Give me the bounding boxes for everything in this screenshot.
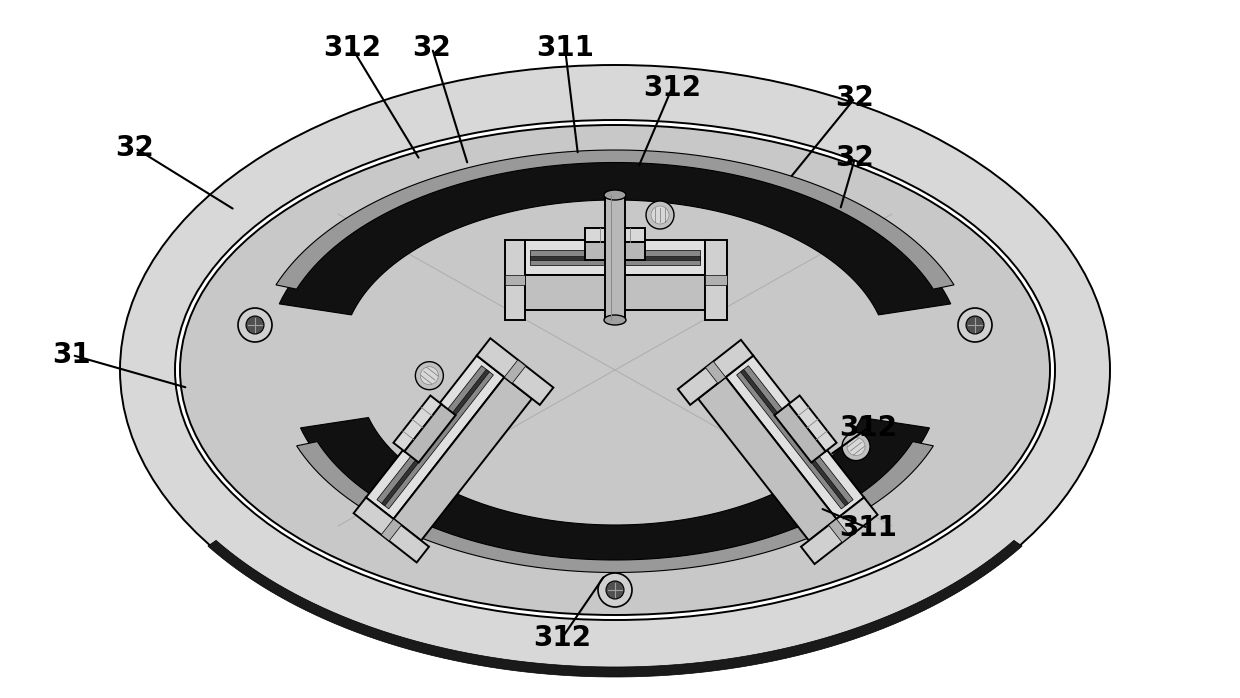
Polygon shape xyxy=(737,366,853,509)
Text: 32: 32 xyxy=(836,144,874,172)
Polygon shape xyxy=(353,498,429,563)
Polygon shape xyxy=(706,240,727,320)
Polygon shape xyxy=(529,250,701,265)
Circle shape xyxy=(651,206,670,224)
Polygon shape xyxy=(476,339,553,405)
Polygon shape xyxy=(505,240,525,320)
Polygon shape xyxy=(300,417,930,565)
Polygon shape xyxy=(706,362,725,383)
Text: 311: 311 xyxy=(536,34,594,62)
Polygon shape xyxy=(529,256,701,260)
Text: 32: 32 xyxy=(836,84,874,112)
Circle shape xyxy=(246,316,264,334)
Polygon shape xyxy=(775,404,826,463)
Polygon shape xyxy=(678,340,753,405)
Polygon shape xyxy=(605,195,625,320)
Polygon shape xyxy=(585,228,645,242)
Ellipse shape xyxy=(175,120,1055,620)
Polygon shape xyxy=(381,519,402,541)
Polygon shape xyxy=(706,275,727,285)
Polygon shape xyxy=(585,242,645,260)
Polygon shape xyxy=(377,366,494,509)
Circle shape xyxy=(847,438,866,456)
Polygon shape xyxy=(740,369,848,506)
Text: 311: 311 xyxy=(839,514,897,542)
Polygon shape xyxy=(525,275,706,310)
Text: 312: 312 xyxy=(322,34,381,62)
Polygon shape xyxy=(789,396,837,452)
Circle shape xyxy=(415,362,444,389)
Polygon shape xyxy=(505,275,525,285)
Circle shape xyxy=(238,308,272,342)
Polygon shape xyxy=(277,150,954,289)
Circle shape xyxy=(598,573,632,607)
Circle shape xyxy=(966,316,985,334)
Text: 31: 31 xyxy=(52,341,92,369)
Circle shape xyxy=(420,366,439,385)
Circle shape xyxy=(606,581,624,599)
Polygon shape xyxy=(525,240,706,275)
Text: 312: 312 xyxy=(533,624,591,652)
Text: 32: 32 xyxy=(115,134,154,162)
Ellipse shape xyxy=(604,190,626,200)
Ellipse shape xyxy=(120,65,1110,675)
Text: 312: 312 xyxy=(839,414,897,442)
Polygon shape xyxy=(828,519,849,542)
Polygon shape xyxy=(393,377,532,540)
Text: 312: 312 xyxy=(644,74,701,102)
Polygon shape xyxy=(382,369,490,506)
Polygon shape xyxy=(404,404,455,463)
Text: 32: 32 xyxy=(413,34,451,62)
Circle shape xyxy=(959,308,992,342)
Ellipse shape xyxy=(180,125,1050,615)
Circle shape xyxy=(646,201,675,229)
Polygon shape xyxy=(725,355,864,519)
Polygon shape xyxy=(296,442,934,572)
Polygon shape xyxy=(366,355,505,519)
Polygon shape xyxy=(505,360,526,383)
Polygon shape xyxy=(698,377,837,540)
Polygon shape xyxy=(208,540,1022,677)
Polygon shape xyxy=(393,396,441,452)
Circle shape xyxy=(842,433,870,461)
Polygon shape xyxy=(279,158,951,315)
Polygon shape xyxy=(801,498,878,564)
Ellipse shape xyxy=(604,315,626,325)
